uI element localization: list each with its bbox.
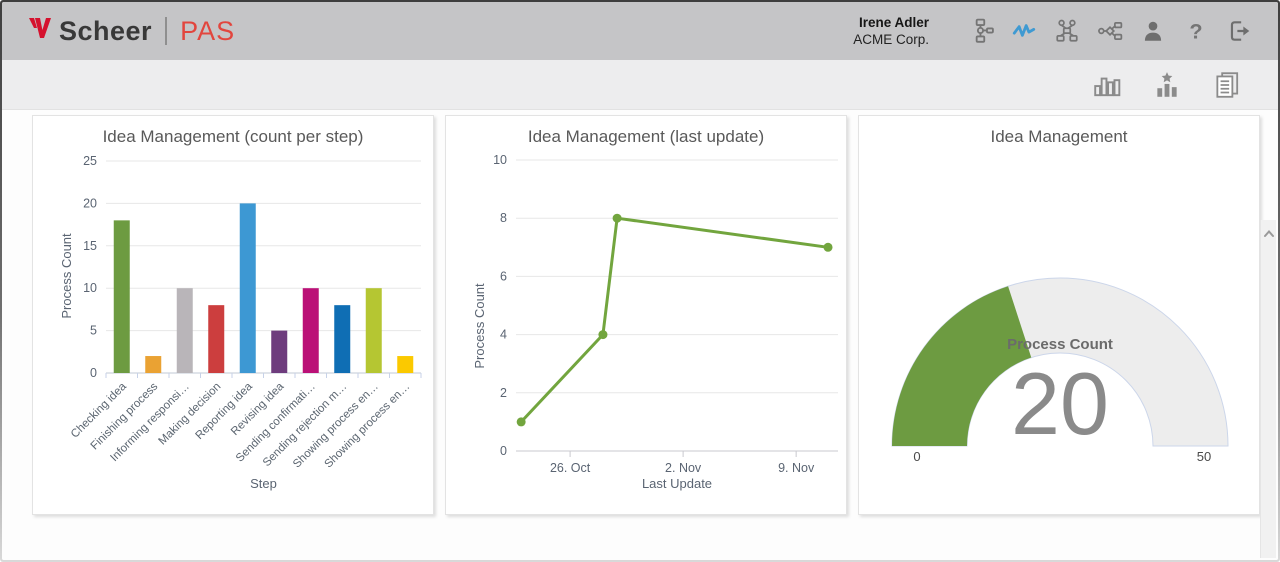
scheer-pas-logo: Scheer PAS xyxy=(28,16,235,47)
process-tree-icon[interactable] xyxy=(967,18,994,45)
svg-text:10: 10 xyxy=(493,153,507,167)
svg-text:5: 5 xyxy=(90,324,97,338)
svg-text:25: 25 xyxy=(83,154,97,168)
logo-brand-text: Scheer xyxy=(59,15,153,46)
svg-text:?: ? xyxy=(1189,19,1202,44)
gauge-chart-card: Idea Management Process Count 20 0 50 xyxy=(858,115,1260,515)
user-icon[interactable] xyxy=(1139,18,1166,45)
line-chart[interactable]: 0 2 4 6 8 10 26. Oct 2. Nov 9. Nov Last Update Pro… xyxy=(446,116,846,514)
svg-text:Process Count: Process Count xyxy=(59,233,74,319)
svg-text:10: 10 xyxy=(83,281,97,295)
report-icon[interactable] xyxy=(1212,70,1242,100)
logo-separator xyxy=(165,17,168,45)
logo-product-text: PAS xyxy=(180,15,236,46)
chevron-up-icon[interactable] xyxy=(1263,226,1275,558)
vertical-scrollbar[interactable] xyxy=(1260,220,1276,558)
svg-text:20: 20 xyxy=(83,196,97,210)
logout-icon[interactable] xyxy=(1225,18,1252,45)
svg-text:Process Count: Process Count xyxy=(472,283,487,369)
svg-text:2: 2 xyxy=(500,386,507,400)
svg-text:Process Count: Process Count xyxy=(1007,336,1113,353)
svg-text:50: 50 xyxy=(1197,449,1211,464)
activity-monitor-icon[interactable] xyxy=(1010,18,1037,45)
user-name: Irene Adler xyxy=(858,15,929,30)
svg-text:0: 0 xyxy=(90,366,97,380)
bar-chart-title: Idea Management (count per step) xyxy=(102,127,364,146)
header-right: Irene Adler ACME Corp. xyxy=(853,14,1252,48)
svg-text:15: 15 xyxy=(83,239,97,253)
app-header: Scheer PAS Irene Adler ACME Corp. xyxy=(2,2,1278,60)
line-chart-title: Idea Management (last update) xyxy=(527,127,765,146)
scheer-logo-mark-icon xyxy=(28,16,52,47)
svg-text:0: 0 xyxy=(500,444,507,458)
dashboard-toolbar xyxy=(2,60,1278,110)
svg-text:2. Nov: 2. Nov xyxy=(665,461,702,475)
svg-text:26. Oct: 26. Oct xyxy=(550,461,591,475)
ranking-chart-icon[interactable] xyxy=(1152,70,1182,100)
user-company: ACME Corp. xyxy=(853,32,929,47)
line-chart-card: Idea Management (last update) 0 2 4 6 8 10 26.… xyxy=(445,115,847,515)
svg-text:6: 6 xyxy=(500,269,507,283)
svg-text:20: 20 xyxy=(1011,354,1109,453)
svg-text:9. Nov: 9. Nov xyxy=(778,461,815,475)
bar-chart-card: Idea Management (count per step) 0 5 10 15 2… xyxy=(32,115,434,515)
svg-text:Checking idea: Checking idea xyxy=(69,380,129,440)
svg-text:4: 4 xyxy=(500,328,507,342)
svg-text:Last Update: Last Update xyxy=(642,476,712,491)
user-info: Irene Adler ACME Corp. xyxy=(853,14,929,48)
org-chart-icon[interactable] xyxy=(1053,18,1080,45)
dashboard-content: Idea Management (count per step) 0 5 10 15 2… xyxy=(2,110,1278,560)
process-diagram-icon[interactable] xyxy=(1096,18,1123,45)
bar-chart-icon[interactable] xyxy=(1092,70,1122,100)
help-icon[interactable]: ? xyxy=(1182,18,1209,45)
svg-text:Step: Step xyxy=(250,476,277,491)
svg-text:0: 0 xyxy=(913,449,920,464)
gauge-chart-title: Idea Management xyxy=(990,127,1128,146)
svg-text:8: 8 xyxy=(500,211,507,225)
